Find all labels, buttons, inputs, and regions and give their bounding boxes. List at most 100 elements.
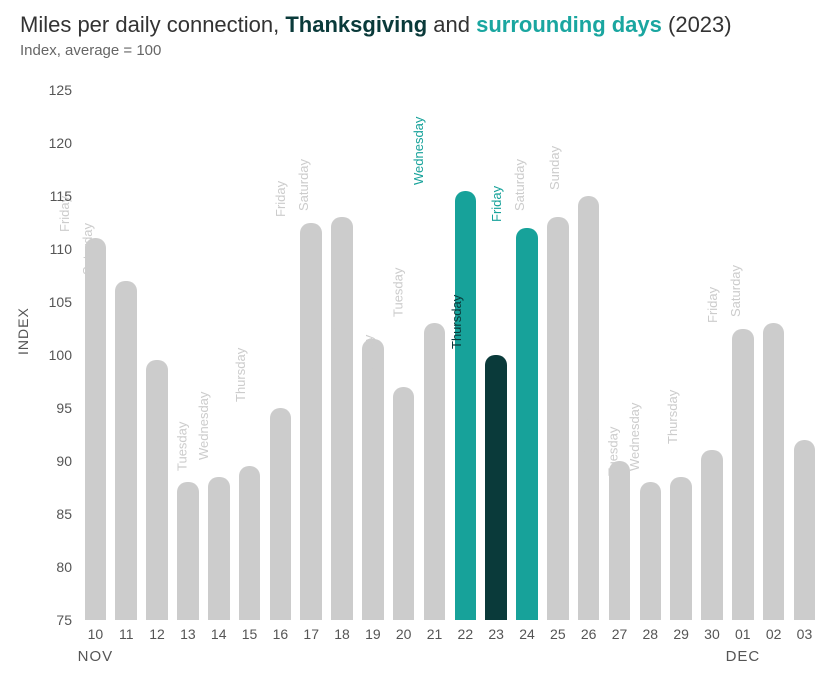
bar-slot: Thursday16 [265,90,296,620]
bar-day-label: Wednesday [411,116,428,190]
bar-day-label: Tuesday [606,427,623,482]
bar-day-label: Monday [576,409,593,461]
y-tick: 95 [56,400,80,416]
bar: Sunday [146,360,168,620]
x-tick: 16 [273,620,289,642]
bar: Friday [732,329,754,621]
x-tick: 18 [334,620,350,642]
bar: Sunday [794,440,816,620]
bar: Saturday [331,217,353,620]
bar: Tuesday [640,482,662,620]
x-tick: 10 [88,620,104,642]
bar-slot: Tuesday14 [203,90,234,620]
x-tick: 14 [211,620,227,642]
bar-slot: Sunday03 [789,90,820,620]
chart-title: Miles per daily connection, Thanksgiving… [20,12,732,38]
bar: Wednesday [670,477,692,620]
bar: Tuesday [208,477,230,620]
bar-day-label: Sunday [331,289,348,339]
bar-slot: Saturday18 [327,90,358,620]
x-tick: 22 [458,620,474,642]
x-tick: 17 [303,620,319,642]
y-tick: 125 [49,82,80,98]
plot-area: Friday10Saturday11Sunday12Monday13Tuesda… [80,90,820,620]
bar: Friday [300,223,322,621]
bar: Thursday [701,450,723,620]
x-tick: 12 [149,620,165,642]
y-tick: 120 [49,135,80,151]
bar-day-label: Wednesday [627,402,644,476]
x-tick: 30 [704,620,720,642]
bar: Monday [393,387,415,620]
x-tick: 26 [581,620,597,642]
title-segment: (2023) [662,12,732,37]
bar: Saturday [763,323,785,620]
title-segment: and [427,12,476,37]
x-tick: 20 [396,620,412,642]
x-tick: 15 [242,620,258,642]
bar-slot: Friday01 [727,90,758,620]
bar-slot: Thursday30 [697,90,728,620]
bar-day-label: Monday [361,335,378,387]
bar: Monday [609,461,631,620]
x-tick: 23 [488,620,504,642]
bar: Friday [516,228,538,620]
x-tick: 28 [643,620,659,642]
bar-day-label: Sunday [115,310,132,360]
y-axis-label: INDEX [15,307,31,355]
y-tick: 110 [50,241,80,257]
bar: Thursday [485,355,507,620]
x-tick: 29 [673,620,689,642]
bar: Thursday [270,408,292,620]
bar-day-label: Saturday [728,265,745,323]
bar-slot: Saturday02 [758,90,789,620]
title-segment: surrounding days [476,12,662,37]
x-tick: 13 [180,620,196,642]
bar-slot: Tuesday28 [635,90,666,620]
bar-slot: Wednesday29 [666,90,697,620]
bar-day-label: Friday [705,286,722,328]
bar-slot: Thursday23 [481,90,512,620]
bar-slot: Monday13 [172,90,203,620]
bar: Wednesday [239,466,261,620]
bar-day-label: Monday [145,430,162,482]
title-segment: Thanksgiving [285,12,427,37]
x-tick: 03 [797,620,813,642]
y-tick: 75 [56,612,80,628]
bar-day-label: Saturday [512,159,529,217]
x-tick: 25 [550,620,566,642]
bar-slot: Monday27 [604,90,635,620]
bars-container: Friday10Saturday11Sunday12Monday13Tuesda… [80,90,820,620]
bar-day-label: Sunday [762,390,779,440]
bar-day-label: Sunday [547,146,564,196]
bar: Wednesday [455,191,477,620]
x-tick: 11 [119,620,134,642]
x-tick: 21 [427,620,443,642]
bar-day-label: Saturday [80,223,97,281]
x-tick: 24 [519,620,535,642]
bar-day-label: Friday [273,180,290,222]
y-tick: 105 [49,294,80,310]
bar-slot: Sunday12 [142,90,173,620]
x-tick: 02 [766,620,782,642]
y-tick: 85 [56,506,80,522]
chart-container: Miles per daily connection, Thanksgiving… [0,0,840,700]
bar-day-label: Saturday [296,159,313,217]
bar-day-label: Thursday [665,390,682,450]
y-tick: 80 [56,559,80,575]
x-tick: 19 [365,620,381,642]
bar-slot: Friday10 [80,90,111,620]
bar-slot: Sunday26 [573,90,604,620]
bar: Saturday [547,217,569,620]
bar-day-label: Wednesday [195,392,212,466]
bar: Tuesday [424,323,446,620]
bar: Monday [177,482,199,620]
month-label: DEC [726,648,761,665]
bar-slot: Wednesday22 [450,90,481,620]
bar-day-label: Friday [489,186,506,228]
y-tick: 100 [49,347,80,363]
chart-subtitle: Index, average = 100 [20,42,161,59]
bar-day-label: Tuesday [390,268,407,323]
title-segment: Miles per daily connection, [20,12,285,37]
bar-day-label: Thursday [449,295,466,355]
